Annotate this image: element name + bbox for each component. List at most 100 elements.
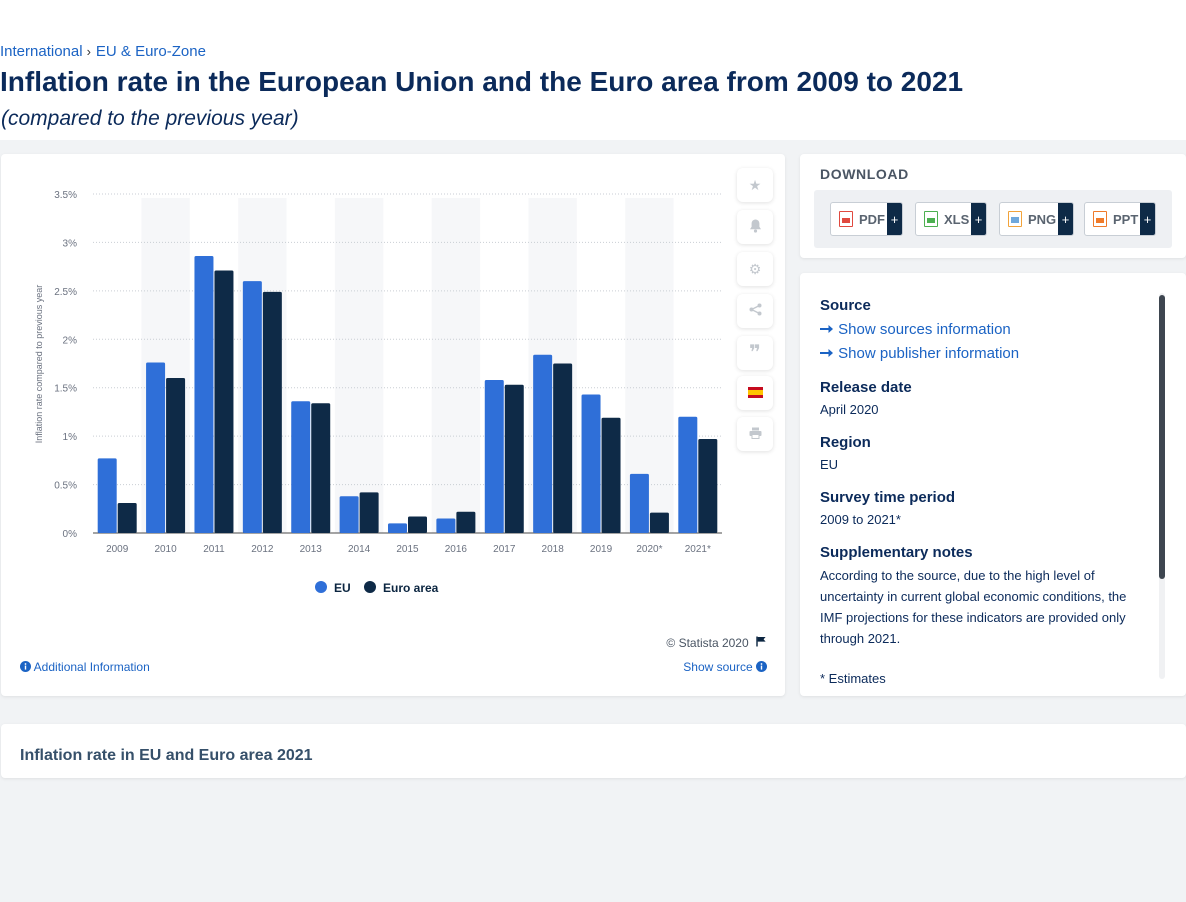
bar-eu-2013[interactable]: [291, 401, 311, 533]
bar-euro-area-2019[interactable]: [601, 417, 621, 533]
show-sources-link[interactable]: Show sources information: [820, 321, 1011, 338]
download-xls-button[interactable]: XLS +: [915, 202, 987, 236]
arrow-right-icon: [820, 345, 838, 362]
download-card: DOWNLOAD PDF + XLS + PNG + PPT +: [800, 154, 1186, 258]
show-publisher-label: Show publisher information: [838, 345, 1020, 362]
x-tick-label: 2018: [542, 544, 565, 555]
bar-eu-2014[interactable]: [339, 496, 359, 533]
language-button[interactable]: [737, 376, 773, 410]
download-pdf-button[interactable]: PDF +: [830, 202, 903, 236]
bar-eu-2009[interactable]: [97, 458, 117, 533]
bar-eu-2016[interactable]: [436, 518, 456, 533]
survey-period-heading: Survey time period: [820, 489, 956, 506]
cite-button[interactable]: ❞: [737, 336, 773, 370]
region-heading: Region: [820, 434, 871, 451]
x-tick-label: 2012: [251, 544, 274, 555]
bar-euro-area-2009[interactable]: [117, 502, 137, 533]
spain-flag-icon: [747, 385, 763, 401]
scrollbar-thumb[interactable]: [1159, 295, 1165, 579]
show-sources-label: Show sources information: [838, 321, 1011, 338]
column-band: [431, 198, 481, 533]
bar-eu-2021[interactable]: [678, 416, 698, 533]
release-date-heading: Release date: [820, 379, 912, 396]
bar-euro-area-2016[interactable]: [456, 511, 476, 533]
download-png-label: PNG: [1028, 211, 1057, 227]
share-icon: [749, 303, 762, 319]
related-statistic-card[interactable]: Inflation rate in EU and Euro area 2021: [1, 724, 1186, 778]
supplementary-notes-text: According to the source, due to the high…: [820, 568, 1127, 646]
favorite-button[interactable]: ★: [737, 168, 773, 202]
bar-eu-2015[interactable]: [388, 523, 407, 533]
flag-icon[interactable]: [756, 636, 767, 650]
ppt-file-icon: [1093, 211, 1107, 227]
print-icon: [749, 426, 762, 442]
additional-information-link[interactable]: Additional Information: [20, 660, 150, 674]
region-value: EU: [820, 457, 839, 472]
bar-eu-2018[interactable]: [533, 354, 553, 533]
x-tick-label: 2013: [300, 544, 323, 555]
bar-eu-2020[interactable]: [629, 473, 649, 533]
bar-euro-area-2010[interactable]: [166, 378, 186, 533]
bar-eu-2012[interactable]: [242, 281, 262, 533]
download-png-plus[interactable]: +: [1058, 203, 1073, 235]
source-info-card: Source Show sources information Show pub…: [800, 273, 1186, 696]
download-ppt-plus[interactable]: +: [1140, 203, 1155, 235]
legend-label-eu[interactable]: EU: [334, 581, 351, 595]
download-pdf-plus[interactable]: +: [887, 203, 902, 235]
y-tick-label: 3%: [63, 238, 78, 249]
download-pdf-label: PDF: [859, 211, 885, 227]
bar-eu-2010[interactable]: [146, 362, 166, 533]
y-tick-label: 3.5%: [54, 190, 77, 201]
breadcrumb-international[interactable]: International: [0, 43, 83, 60]
bar-euro-area-2012[interactable]: [262, 291, 282, 533]
page-title: Inflation rate in the European Union and…: [0, 66, 964, 97]
show-publisher-link[interactable]: Show publisher information: [820, 345, 1019, 362]
bar-euro-area-2021[interactable]: [698, 439, 718, 533]
bar-euro-area-2013[interactable]: [311, 403, 331, 533]
related-statistic-title[interactable]: Inflation rate in EU and Euro area 2021: [20, 747, 313, 764]
star-icon: ★: [748, 176, 762, 193]
legend-label-euro-area[interactable]: Euro area: [383, 581, 439, 595]
bar-euro-area-2015[interactable]: [408, 516, 427, 533]
gear-icon: ⚙: [748, 260, 762, 277]
x-tick-label: 2019: [590, 544, 613, 555]
show-source-label: Show source: [683, 660, 753, 674]
bar-euro-area-2018[interactable]: [553, 363, 573, 534]
arrow-right-icon: [820, 321, 838, 338]
bar-euro-area-2017[interactable]: [504, 384, 524, 533]
show-source-link[interactable]: Show source: [683, 660, 767, 674]
bar-euro-area-2014[interactable]: [359, 492, 379, 533]
download-xls-label: XLS: [944, 211, 970, 227]
y-tick-label: 0%: [63, 529, 78, 540]
bar-eu-2011[interactable]: [194, 255, 214, 533]
release-date-value: April 2020: [820, 402, 879, 417]
x-tick-label: 2010: [154, 544, 177, 555]
share-button[interactable]: [737, 294, 773, 328]
breadcrumb-eu-euro-zone[interactable]: EU & Euro-Zone: [95, 43, 206, 60]
x-tick-label: 2020*: [636, 544, 662, 555]
chart-legend: EU Euro area: [315, 581, 439, 595]
download-png-button[interactable]: PNG +: [999, 202, 1074, 236]
pdf-file-icon: [839, 211, 853, 227]
chart-card: 0% 0.5% 1% 1.5% 2% 2.5% 3% 3.5% 2009 2010 2011 201…: [1, 154, 785, 696]
header-band: [0, 0, 1186, 140]
bar-eu-2017[interactable]: [484, 379, 504, 533]
y-tick-label: 1%: [63, 432, 78, 443]
notification-button[interactable]: [737, 210, 773, 244]
bar-chart: 0% 0.5% 1% 1.5% 2% 2.5% 3% 3.5% 2009 2010 2011 201…: [34, 190, 722, 595]
y-tick-label: 0.5%: [54, 481, 77, 492]
bar-euro-area-2020[interactable]: [649, 512, 669, 533]
bar-eu-2019[interactable]: [581, 394, 601, 533]
download-xls-plus[interactable]: +: [971, 203, 986, 235]
info-circle-icon: [756, 660, 767, 674]
settings-button[interactable]: ⚙: [737, 252, 773, 286]
download-bar: PDF + XLS + PNG + PPT +: [814, 190, 1172, 248]
bell-icon: [749, 219, 762, 236]
breadcrumb: International › EU & Euro-Zone: [0, 43, 206, 60]
bar-euro-area-2011[interactable]: [214, 270, 234, 533]
x-tick-label: 2009: [106, 544, 129, 555]
download-ppt-button[interactable]: PPT +: [1084, 202, 1156, 236]
legend-marker-euro-area: [364, 581, 376, 593]
x-tick-label: 2015: [396, 544, 419, 555]
print-button[interactable]: [737, 417, 773, 451]
